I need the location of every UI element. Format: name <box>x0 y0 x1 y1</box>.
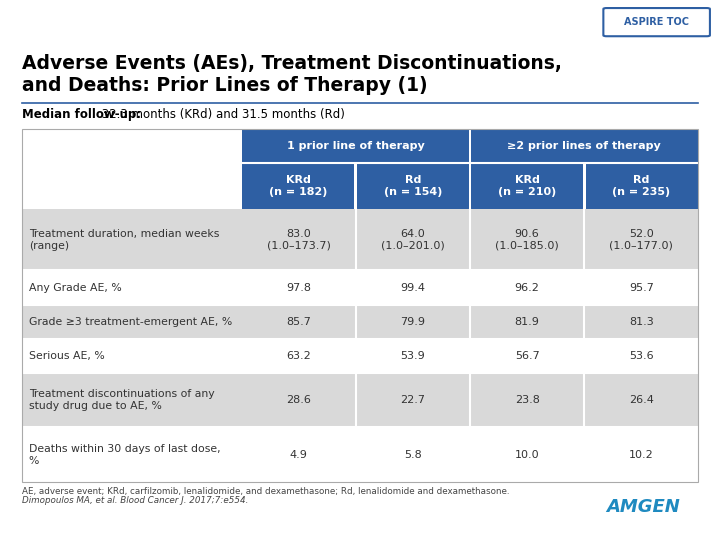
Text: AE, adverse event; KRd, carfilzomib, lenalidomide, and dexamethasone; Rd, lenali: AE, adverse event; KRd, carfilzomib, len… <box>22 487 509 496</box>
Text: 63.2: 63.2 <box>287 351 311 361</box>
Text: Dimopoulos MA, et al. Blood Cancer J. 2017;7:e554.: Dimopoulos MA, et al. Blood Cancer J. 20… <box>22 496 248 505</box>
Text: Treatment discontinuations of any
study drug due to AE, %: Treatment discontinuations of any study … <box>29 389 215 411</box>
Text: KRd
(n = 182): KRd (n = 182) <box>269 175 328 197</box>
Text: 26.4: 26.4 <box>629 395 654 406</box>
Text: 83.0
(1.0–173.7): 83.0 (1.0–173.7) <box>266 228 330 251</box>
Text: Adverse Events (AEs), Treatment Discontinuations,: Adverse Events (AEs), Treatment Disconti… <box>22 54 562 73</box>
Text: Serious AE, %: Serious AE, % <box>29 351 104 361</box>
Text: 1 prior line of therapy: 1 prior line of therapy <box>287 140 425 151</box>
Text: 56.7: 56.7 <box>515 351 539 361</box>
Text: 5.8: 5.8 <box>404 449 422 460</box>
FancyBboxPatch shape <box>603 8 710 36</box>
Text: 64.0
(1.0–201.0): 64.0 (1.0–201.0) <box>381 228 445 251</box>
Text: 97.8: 97.8 <box>286 282 311 293</box>
Text: KRd
(n = 210): KRd (n = 210) <box>498 175 557 197</box>
Text: Any Grade AE, %: Any Grade AE, % <box>29 282 122 293</box>
Text: 32.3 months (KRd) and 31.5 months (Rd): 32.3 months (KRd) and 31.5 months (Rd) <box>98 108 345 121</box>
Text: 99.4: 99.4 <box>400 282 426 293</box>
Text: 52.0
(1.0–177.0): 52.0 (1.0–177.0) <box>609 228 673 251</box>
Text: 10.2: 10.2 <box>629 449 654 460</box>
Text: 53.6: 53.6 <box>629 351 654 361</box>
Text: 4.9: 4.9 <box>289 449 307 460</box>
Text: Grade ≥3 treatment-emergent AE, %: Grade ≥3 treatment-emergent AE, % <box>29 317 232 327</box>
Text: Treatment duration, median weeks
(range): Treatment duration, median weeks (range) <box>29 228 219 251</box>
Text: Median follow-up:: Median follow-up: <box>22 108 140 121</box>
Text: 10.0: 10.0 <box>515 449 539 460</box>
Text: Rd
(n = 235): Rd (n = 235) <box>612 175 670 197</box>
Text: 28.6: 28.6 <box>287 395 311 406</box>
Text: 81.9: 81.9 <box>515 317 539 327</box>
Text: AMGEN: AMGEN <box>606 498 680 516</box>
Text: Deaths within 30 days of last dose,
%: Deaths within 30 days of last dose, % <box>29 443 220 465</box>
Text: ASPIRE TOC: ASPIRE TOC <box>624 17 689 27</box>
Text: 90.6
(1.0–185.0): 90.6 (1.0–185.0) <box>495 228 559 251</box>
Text: 81.3: 81.3 <box>629 317 654 327</box>
Text: 22.7: 22.7 <box>400 395 426 406</box>
Text: 96.2: 96.2 <box>515 282 539 293</box>
Text: Rd
(n = 154): Rd (n = 154) <box>384 175 442 197</box>
Text: and Deaths: Prior Lines of Therapy (1): and Deaths: Prior Lines of Therapy (1) <box>22 76 427 94</box>
Text: 95.7: 95.7 <box>629 282 654 293</box>
Text: 79.9: 79.9 <box>400 317 426 327</box>
Text: 85.7: 85.7 <box>287 317 311 327</box>
Text: 23.8: 23.8 <box>515 395 539 406</box>
Text: 53.9: 53.9 <box>400 351 426 361</box>
Text: ≥2 prior lines of therapy: ≥2 prior lines of therapy <box>508 140 661 151</box>
